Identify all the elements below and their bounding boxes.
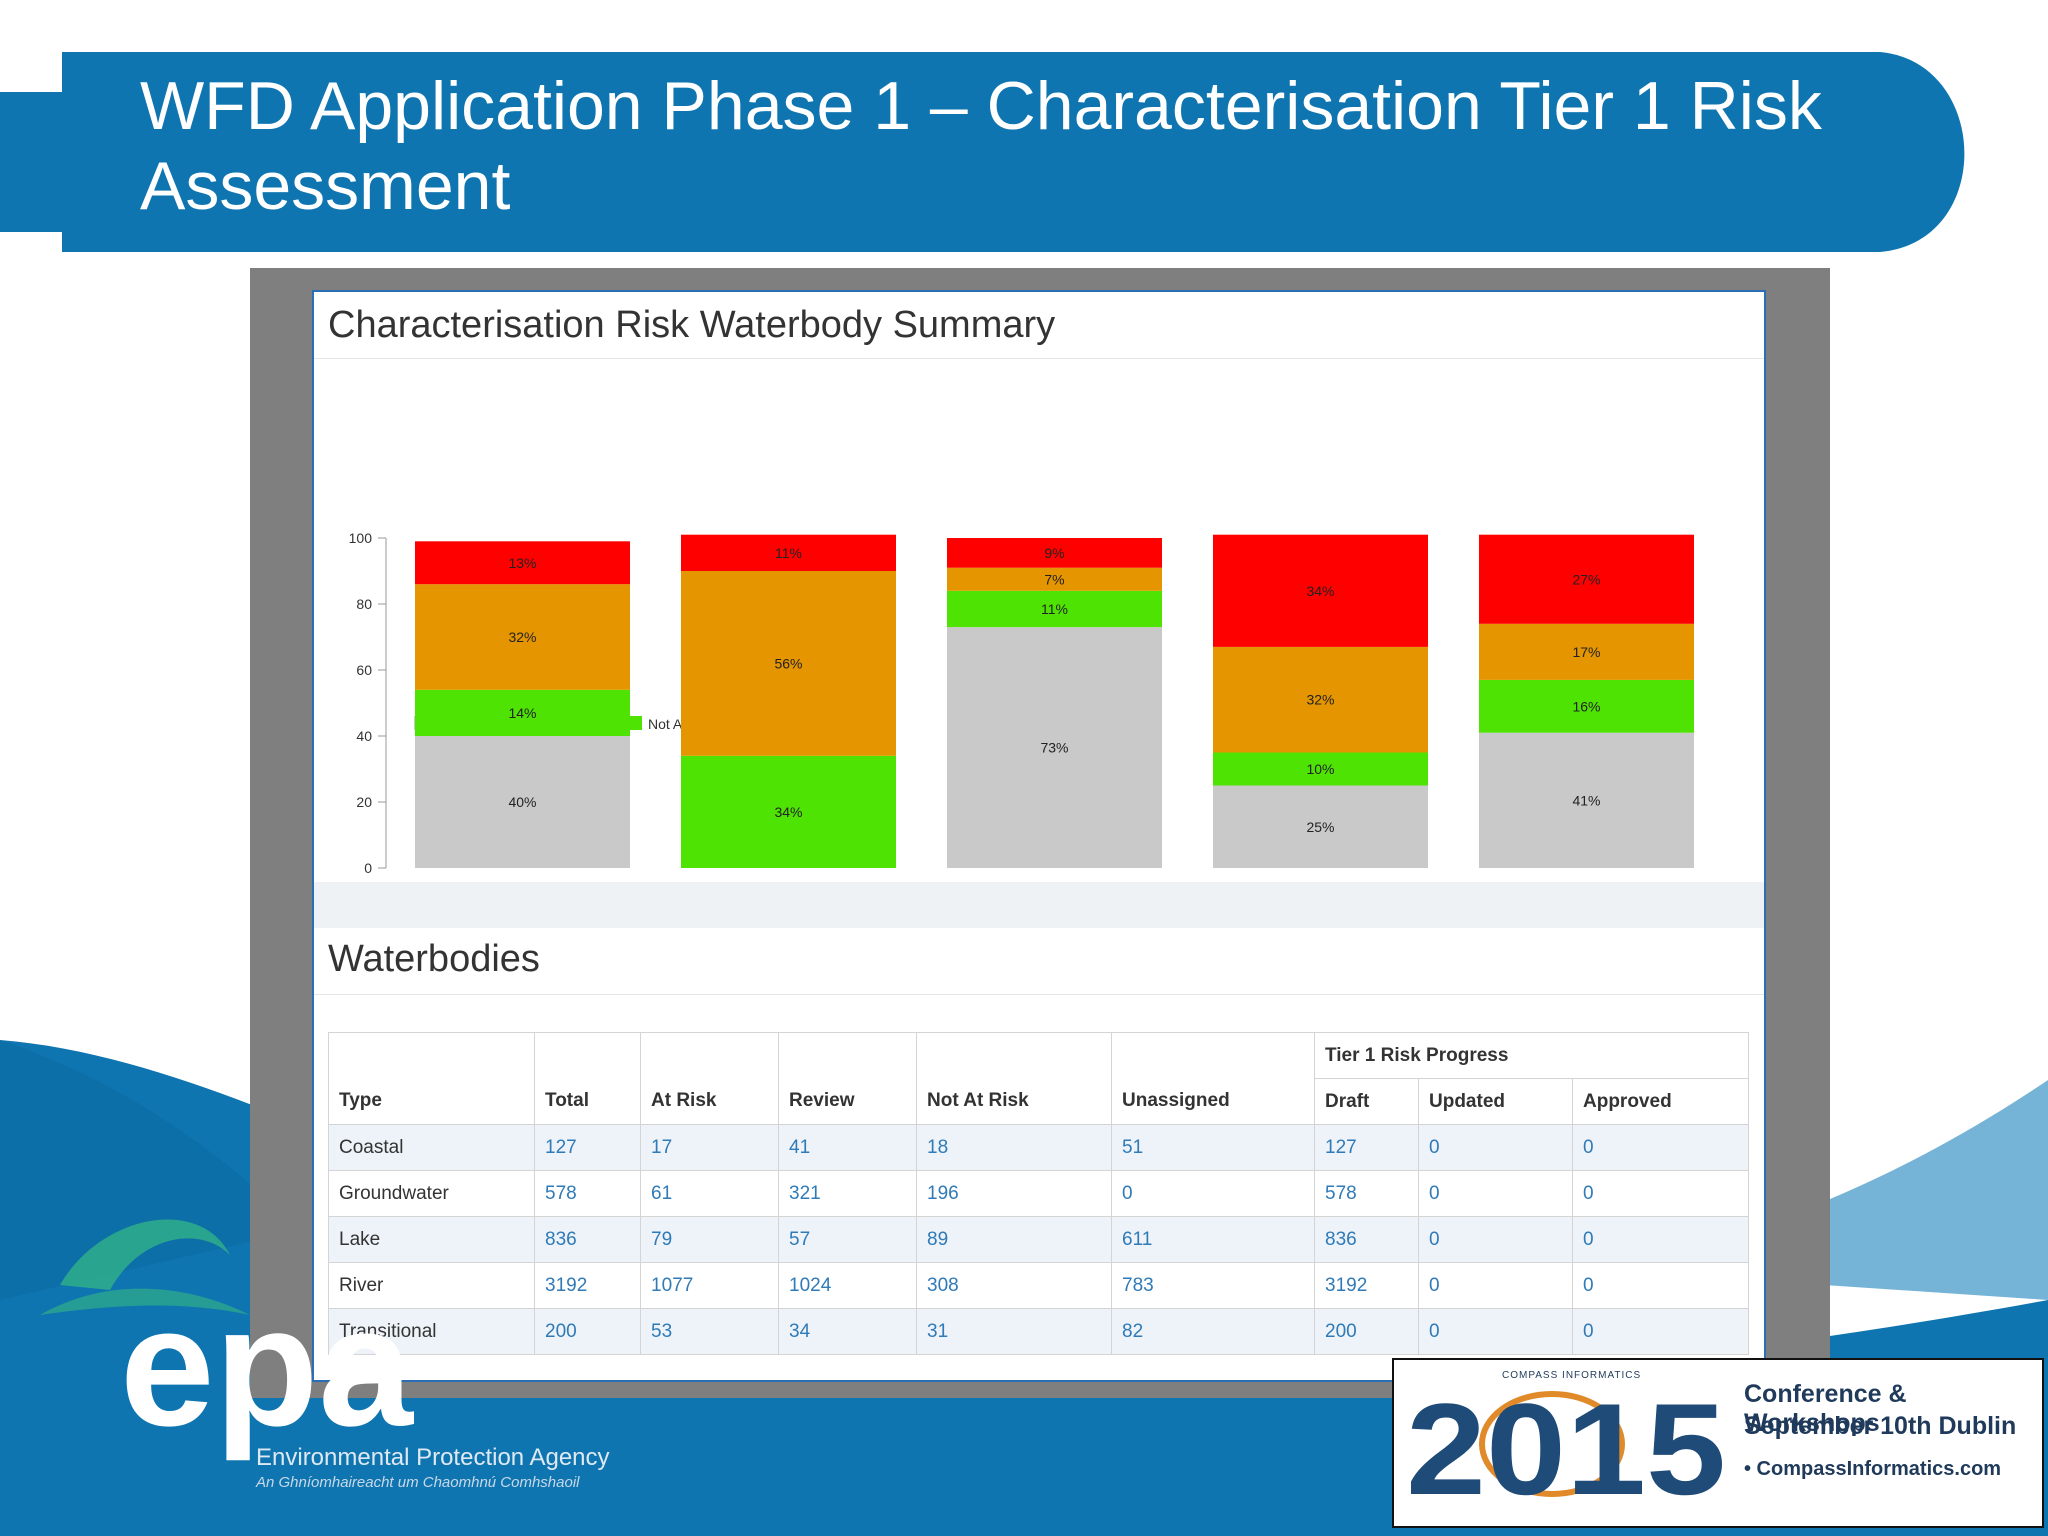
cell-draft[interactable]: 578	[1315, 1171, 1419, 1217]
data-label: 25%	[1306, 819, 1334, 835]
cell-at-risk[interactable]: 17	[641, 1125, 779, 1171]
cell-review[interactable]: 34	[779, 1309, 917, 1355]
y-tick-label: 60	[356, 662, 372, 678]
risk-summary-chart: UnassignedNot At RiskReviewAt Risk020406…	[314, 358, 1764, 882]
cell-updated[interactable]: 0	[1419, 1263, 1573, 1309]
cell-unassigned[interactable]: 783	[1112, 1263, 1315, 1309]
col-header-type[interactable]: Type	[329, 1033, 535, 1125]
cell-draft[interactable]: 200	[1315, 1309, 1419, 1355]
cell-approved[interactable]: 0	[1573, 1309, 1749, 1355]
epa-irish-name: An Ghníomhaireacht um Chaomhnú Comhshaoi…	[256, 1474, 580, 1491]
slide-title: WFD Application Phase 1 – Characterisati…	[140, 66, 1900, 226]
panel-header: Characterisation Risk Waterbody Summary	[314, 292, 1764, 359]
data-label: 41%	[1572, 792, 1600, 808]
data-label: 10%	[1306, 761, 1334, 777]
cell-at-risk[interactable]: 1077	[641, 1263, 779, 1309]
col-header-updated[interactable]: Updated	[1419, 1079, 1573, 1125]
data-label: 40%	[508, 794, 536, 810]
cell-type: Coastal	[329, 1125, 535, 1171]
data-label: 32%	[1306, 692, 1334, 708]
col-header-not-at-risk[interactable]: Not At Risk	[917, 1033, 1112, 1125]
cell-not-at-risk[interactable]: 89	[917, 1217, 1112, 1263]
waterbodies-title: Waterbodies	[328, 938, 540, 981]
col-header-draft[interactable]: Draft	[1315, 1079, 1419, 1125]
conference-badge: 2015 COMPASS INFORMATICS Conference & Wo…	[1392, 1358, 2044, 1528]
col-header-review[interactable]: Review	[779, 1033, 917, 1125]
tier1-progress-header: Tier 1 Risk Progress	[1315, 1033, 1749, 1079]
y-tick-label: 40	[356, 728, 372, 744]
cell-total[interactable]: 127	[535, 1125, 641, 1171]
epa-wordmark: epa	[120, 1272, 414, 1462]
y-tick-label: 100	[349, 530, 373, 546]
section-divider	[314, 882, 1764, 928]
y-tick-label: 80	[356, 596, 372, 612]
data-label: 27%	[1572, 571, 1600, 587]
data-label: 56%	[774, 655, 802, 671]
col-header-approved[interactable]: Approved	[1573, 1079, 1749, 1125]
cell-approved[interactable]: 0	[1573, 1217, 1749, 1263]
conf-company: COMPASS INFORMATICS	[1502, 1370, 1641, 1381]
cell-approved[interactable]: 0	[1573, 1263, 1749, 1309]
data-label: 32%	[508, 629, 536, 645]
cell-not-at-risk[interactable]: 18	[917, 1125, 1112, 1171]
col-header-total[interactable]: Total	[535, 1033, 641, 1125]
panel-title: Characterisation Risk Waterbody Summary	[328, 304, 1055, 347]
cell-draft[interactable]: 3192	[1315, 1263, 1419, 1309]
cell-updated[interactable]: 0	[1419, 1125, 1573, 1171]
cell-updated[interactable]: 0	[1419, 1171, 1573, 1217]
conf-line2: September 10th Dublin	[1744, 1412, 2016, 1441]
data-label: 11%	[775, 545, 802, 561]
conf-website-link[interactable]: • CompassInformatics.com	[1744, 1458, 2001, 1481]
cell-not-at-risk[interactable]: 196	[917, 1171, 1112, 1217]
data-label: 13%	[508, 555, 536, 571]
cell-review[interactable]: 321	[779, 1171, 917, 1217]
data-label: 9%	[1044, 545, 1064, 561]
data-label: 14%	[508, 705, 536, 721]
table-row: Coastal 127 17 41 18 51 127 0 0	[329, 1125, 1749, 1171]
cell-review[interactable]: 1024	[779, 1263, 917, 1309]
conf-year-text: 2015	[1406, 1376, 1726, 1522]
section-rule	[314, 994, 1764, 995]
cell-not-at-risk[interactable]: 31	[917, 1309, 1112, 1355]
col-header-unassigned[interactable]: Unassigned	[1112, 1033, 1315, 1125]
data-label: 34%	[774, 804, 802, 820]
cell-review[interactable]: 57	[779, 1217, 917, 1263]
cell-updated[interactable]: 0	[1419, 1309, 1573, 1355]
cell-at-risk[interactable]: 61	[641, 1171, 779, 1217]
cell-approved[interactable]: 0	[1573, 1171, 1749, 1217]
cell-unassigned[interactable]: 0	[1112, 1171, 1315, 1217]
cell-approved[interactable]: 0	[1573, 1125, 1749, 1171]
cell-unassigned[interactable]: 82	[1112, 1309, 1315, 1355]
y-tick-label: 20	[356, 794, 372, 810]
cell-not-at-risk[interactable]: 308	[917, 1263, 1112, 1309]
cell-at-risk[interactable]: 79	[641, 1217, 779, 1263]
y-tick-label: 0	[364, 860, 372, 876]
data-label: 16%	[1572, 698, 1600, 714]
cell-review[interactable]: 41	[779, 1125, 917, 1171]
data-label: 34%	[1306, 583, 1334, 599]
epa-name: Environmental Protection Agency	[256, 1444, 610, 1472]
conference-year-logo: 2015	[1402, 1364, 1732, 1524]
data-label: 11%	[1041, 601, 1068, 617]
cell-unassigned[interactable]: 51	[1112, 1125, 1315, 1171]
cell-unassigned[interactable]: 611	[1112, 1217, 1315, 1263]
data-label: 73%	[1040, 740, 1068, 756]
col-header-at-risk[interactable]: At Risk	[641, 1033, 779, 1125]
cell-draft[interactable]: 836	[1315, 1217, 1419, 1263]
cell-at-risk[interactable]: 53	[641, 1309, 779, 1355]
data-label: 17%	[1572, 644, 1600, 660]
cell-updated[interactable]: 0	[1419, 1217, 1573, 1263]
data-label: 7%	[1044, 571, 1064, 587]
cell-draft[interactable]: 127	[1315, 1125, 1419, 1171]
